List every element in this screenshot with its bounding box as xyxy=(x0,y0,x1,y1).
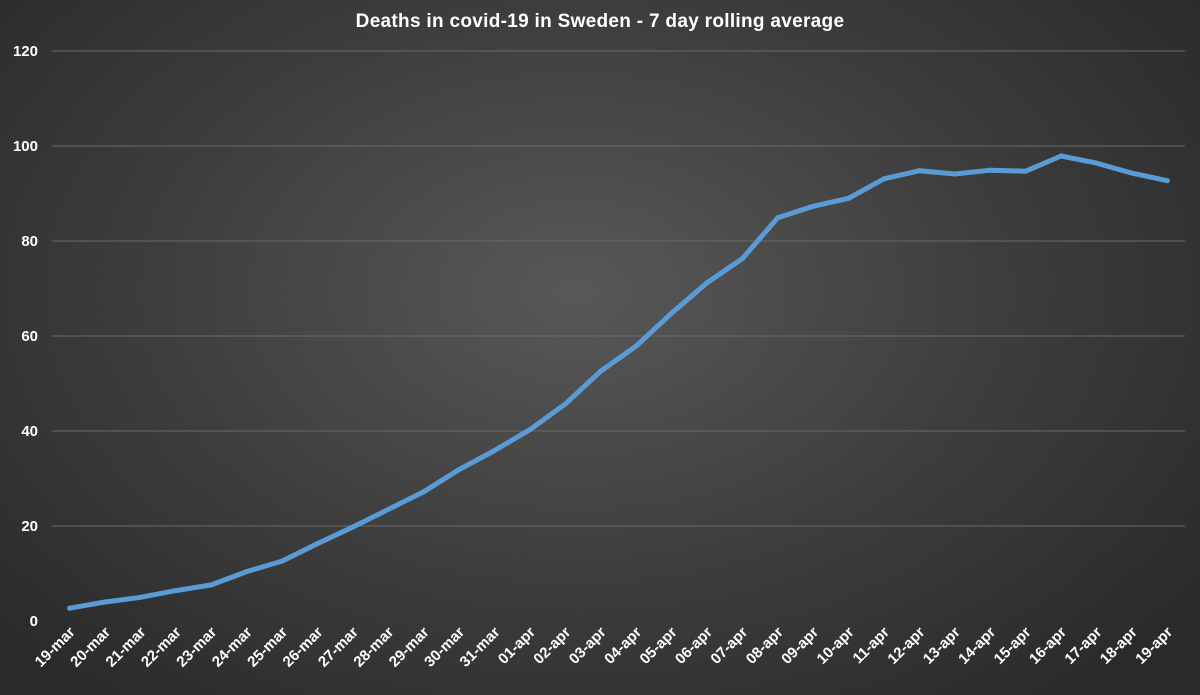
data-point xyxy=(527,427,533,433)
gridlines xyxy=(52,50,1185,527)
data-point xyxy=(102,599,108,605)
x-tick-label: 04-apr xyxy=(601,624,645,668)
x-tick-label: 11-apr xyxy=(850,624,893,667)
data-point xyxy=(138,594,144,600)
data-point xyxy=(456,466,462,472)
data-point xyxy=(385,506,391,512)
data-point xyxy=(704,280,710,286)
series-layer xyxy=(67,153,1170,611)
y-tick-label: 20 xyxy=(21,518,38,535)
data-point xyxy=(1164,178,1170,184)
data-point xyxy=(846,195,852,201)
x-tick-label: 17-apr xyxy=(1061,624,1105,668)
data-point xyxy=(952,171,958,177)
x-tick-label: 01-apr xyxy=(495,624,539,668)
data-point xyxy=(173,588,179,594)
data-point xyxy=(1129,170,1135,176)
x-tick-label: 12-apr xyxy=(884,624,928,668)
y-tick-label: 0 xyxy=(30,613,38,630)
x-tick-label: 02-apr xyxy=(530,624,574,668)
data-point xyxy=(1058,153,1064,159)
data-point xyxy=(315,541,321,547)
x-tick-label: 16-apr xyxy=(1026,624,1070,668)
data-point xyxy=(279,558,285,564)
x-tick-label: 05-apr xyxy=(637,624,681,668)
x-tick-label: 18-apr xyxy=(1097,624,1141,668)
data-point xyxy=(350,524,356,530)
data-point xyxy=(669,310,675,316)
x-tick-label: 14-apr xyxy=(955,624,999,668)
y-tick-label: 100 xyxy=(13,138,38,155)
data-point xyxy=(67,605,73,611)
x-tick-label: 09-apr xyxy=(778,624,822,668)
x-tick-label: 06-apr xyxy=(672,624,716,668)
series-line-0 xyxy=(67,153,1170,611)
data-point xyxy=(598,368,604,374)
data-point xyxy=(881,176,887,182)
y-tick-label: 40 xyxy=(21,423,38,440)
y-axis: 0 20 40 60 80 100 120 xyxy=(13,43,38,630)
data-point xyxy=(987,167,993,173)
chart-title: Deaths in covid-19 in Sweden - 7 day rol… xyxy=(356,11,845,32)
x-tick-label: 10-apr xyxy=(814,624,858,668)
x-tick-label: 31-mar xyxy=(457,624,504,671)
y-tick-label: 60 xyxy=(21,328,38,345)
data-point xyxy=(775,215,781,221)
y-tick-label: 80 xyxy=(21,233,38,250)
data-point xyxy=(633,343,639,349)
data-point xyxy=(208,582,214,588)
series-points-0 xyxy=(67,153,1170,611)
data-point xyxy=(916,168,922,174)
data-point xyxy=(1023,168,1029,174)
x-tick-label: 08-apr xyxy=(743,624,787,668)
data-point xyxy=(492,447,498,453)
x-tick-label: 15-apr xyxy=(991,624,1035,668)
data-point xyxy=(244,569,250,575)
y-tick-label: 120 xyxy=(13,43,38,60)
x-tick-label: 07-apr xyxy=(707,624,751,668)
data-point xyxy=(810,203,816,209)
data-point xyxy=(739,256,745,262)
x-tick-label: 13-apr xyxy=(920,624,964,668)
x-tick-label: 19-apr xyxy=(1132,624,1176,668)
x-axis: 19-mar20-mar21-mar22-mar23-mar24-mar25-m… xyxy=(32,624,1177,671)
x-tick-label: 03-apr xyxy=(566,624,610,668)
data-point xyxy=(562,401,568,407)
data-point xyxy=(421,489,427,495)
data-point xyxy=(1093,160,1099,166)
